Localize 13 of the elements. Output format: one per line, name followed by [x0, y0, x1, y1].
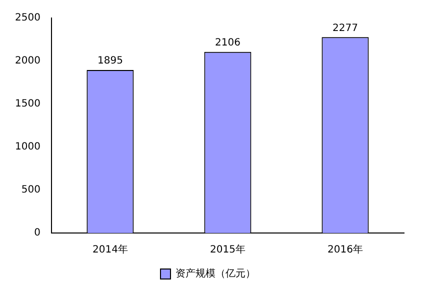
y-tick-label: 2500	[14, 12, 40, 24]
x-tick-label: 2014年	[92, 244, 128, 256]
y-tick-label: 1500	[14, 98, 40, 110]
x-tick-label: 2015年	[210, 244, 246, 256]
y-tick-label: 1000	[14, 142, 40, 153]
y-tick-label: 2000	[14, 56, 40, 67]
data-label: 2106	[215, 37, 240, 48]
y-tick-label: 500	[21, 184, 40, 196]
data-label: 1895	[97, 56, 123, 67]
legend-label: 资产规模（亿元）	[176, 268, 256, 280]
y-tick-label: 0	[34, 228, 40, 239]
x-tick-label: 2016年	[328, 244, 363, 256]
data-label: 2277	[332, 22, 358, 34]
